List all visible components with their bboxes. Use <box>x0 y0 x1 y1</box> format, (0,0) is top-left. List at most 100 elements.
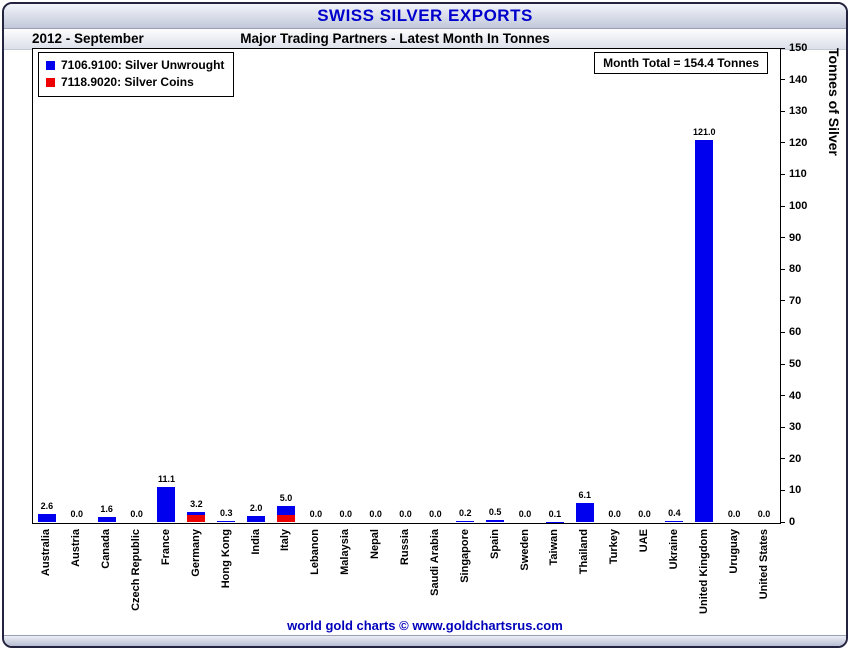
bar-value-label: 0.0 <box>399 509 412 519</box>
bar-value-label: 0.0 <box>638 509 651 519</box>
bar-value-label: 121.0 <box>693 126 716 137</box>
period-label: 2012 - September <box>32 31 144 46</box>
x-axis-label: Nepal <box>369 529 382 559</box>
x-axis-label: Canada <box>100 529 113 569</box>
bar-segment-unwrought <box>695 139 714 522</box>
x-axis-label: UAE <box>638 529 651 553</box>
chart-subtitle: Major Trading Partners - Latest Month In… <box>240 31 550 46</box>
y-tick-label: 80 <box>789 263 802 276</box>
y-tick-mark <box>780 363 785 365</box>
y-tick-mark <box>780 300 785 302</box>
bottom-gradient-strip <box>4 635 846 646</box>
y-tick-label: 60 <box>789 326 802 339</box>
bar-value-label: 0.3 <box>219 508 233 519</box>
bar-value-label: 0.0 <box>369 509 382 519</box>
bar-value-label: 5.0 <box>279 493 293 504</box>
bar-value-label: 0.0 <box>309 509 323 519</box>
y-tick-label: 0 <box>789 516 796 528</box>
bar-value-label: 1.6 <box>100 503 113 514</box>
x-axis-label: Russia <box>399 529 411 566</box>
y-tick-label: 130 <box>789 105 808 118</box>
x-axis-label: Lebanon <box>309 529 322 575</box>
y-tick-label: 90 <box>789 231 802 244</box>
y-tick-label: 120 <box>789 136 808 149</box>
plot-area <box>32 48 781 524</box>
y-tick-mark <box>780 331 785 333</box>
bar-value-label: 11.1 <box>157 473 175 484</box>
bar-segment-unwrought <box>37 513 56 522</box>
x-axis-label: Saudi Arabia <box>428 529 441 596</box>
bar-value-label: 0.4 <box>668 507 681 518</box>
bar-value-label: 6.1 <box>578 489 592 500</box>
y-tick-mark <box>780 521 785 523</box>
y-tick-label: 70 <box>789 294 802 307</box>
bar-value-label: 0.0 <box>608 509 621 519</box>
y-tick-label: 20 <box>789 452 802 465</box>
legend-label-unwrought: 7106.9100: Silver Unwrought <box>61 58 225 72</box>
x-axis-label: Hong Kong <box>219 529 232 589</box>
month-total-box: Month Total = 154.4 Tonnes <box>594 52 768 74</box>
x-axis-label: Germany <box>189 529 202 577</box>
bar-segment-unwrought <box>456 521 475 522</box>
y-tick-mark <box>780 110 785 112</box>
y-tick-label: 150 <box>789 42 808 54</box>
x-axis-label: Sweden <box>518 529 531 571</box>
y-tick-mark <box>780 47 785 49</box>
x-axis-label: Malaysia <box>339 529 352 575</box>
y-tick-mark <box>780 458 785 460</box>
bar-value-label: 2.6 <box>40 500 54 511</box>
x-axis-label: Uruguay <box>727 529 740 574</box>
y-tick-mark <box>780 237 785 239</box>
subtitle-bar: 2012 - September Major Trading Partners … <box>4 29 846 50</box>
x-axis-label: Taiwan <box>548 529 561 566</box>
x-axis-label: Czech Republic <box>130 529 143 611</box>
y-tick-mark <box>780 142 785 144</box>
y-axis-title: Tonnes of Silver <box>826 48 842 156</box>
title-bar: SWISS SILVER EXPORTS <box>4 4 846 29</box>
legend-label-coins: 7118.9020: Silver Coins <box>61 75 194 89</box>
y-tick-label: 10 <box>789 484 802 497</box>
y-tick-mark <box>780 79 785 81</box>
bar-segment-unwrought <box>486 520 505 522</box>
x-axis-label: Australia <box>40 529 53 577</box>
bar-segment-unwrought <box>575 502 594 522</box>
legend-box: 7106.9100: Silver Unwrought 7118.9020: S… <box>38 52 235 97</box>
y-tick-label: 50 <box>789 358 802 370</box>
bar-value-label: 0.0 <box>757 509 771 519</box>
bar-value-label: 0.0 <box>130 509 143 519</box>
chart-title: SWISS SILVER EXPORTS <box>317 6 533 25</box>
bar-value-label: 0.5 <box>488 507 502 518</box>
y-tick-label: 30 <box>789 421 802 434</box>
bar-segment-coins <box>276 514 295 522</box>
legend-item-coins: 7118.9020: Silver Coins <box>46 74 224 91</box>
bar-value-label: 0.0 <box>339 509 352 519</box>
legend-item-unwrought: 7106.9100: Silver Unwrought <box>46 57 224 74</box>
x-axis-label: Spain <box>488 529 501 559</box>
bar-segment-unwrought <box>157 486 176 522</box>
bar-segment-unwrought <box>665 520 684 522</box>
bar-value-label: 2.0 <box>249 502 263 513</box>
x-axis-label: Austria <box>70 529 83 567</box>
bar-segment-unwrought <box>97 516 116 522</box>
bar-value-label: 0.2 <box>458 508 472 519</box>
bar-value-label: 0.0 <box>70 509 84 519</box>
bar-segment-coins <box>187 515 206 522</box>
x-axis-label: Turkey <box>608 529 621 565</box>
y-tick-label: 100 <box>789 200 808 212</box>
bar-value-label: 0.1 <box>548 508 562 519</box>
bar-segment-unwrought <box>217 521 236 522</box>
y-tick-mark <box>780 268 785 270</box>
x-axis-label: Singapore <box>458 529 471 583</box>
x-axis-label: Ukraine <box>667 529 680 570</box>
x-axis-label: India <box>249 529 262 555</box>
bar-value-label: 0.0 <box>518 509 532 519</box>
legend-swatch-blue <box>46 61 55 70</box>
x-axis-label: Thailand <box>578 529 591 575</box>
y-tick-mark <box>780 395 785 397</box>
x-axis-label: Italy <box>279 529 292 552</box>
y-tick-mark <box>780 173 785 175</box>
bar-value-label: 0.0 <box>727 509 741 519</box>
bar-segment-unwrought <box>247 515 266 522</box>
